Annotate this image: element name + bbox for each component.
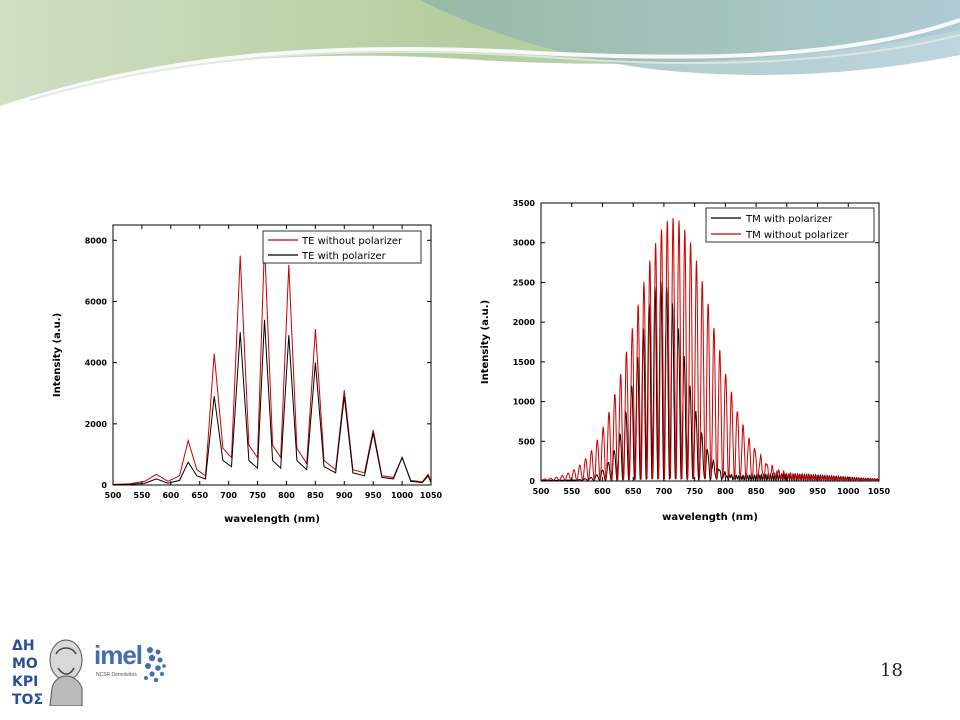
te-legend: TE without polarizer TE with polarizer bbox=[262, 230, 422, 264]
tm-y-tick-label: 2500 bbox=[513, 278, 536, 287]
tm-legend-label-1: TM without polarizer bbox=[745, 230, 849, 241]
te-y-tick-label: 2000 bbox=[85, 420, 108, 429]
te-x-tick-label: 800 bbox=[278, 491, 295, 500]
te-series-line-0 bbox=[112, 243, 432, 485]
te-x-tick-label: 950 bbox=[365, 491, 382, 500]
imel-dots-logo bbox=[144, 647, 166, 683]
tm-legend-box bbox=[705, 207, 875, 243]
svg-text:ΤΟΣ: ΤΟΣ bbox=[12, 692, 43, 706]
imel-logo-subtitle: NCSR Demokritos bbox=[96, 672, 137, 678]
tm-y-tick-label: 1500 bbox=[513, 358, 536, 367]
tm-y-tick-label: 3500 bbox=[513, 199, 536, 208]
svg-text:ΜΟ: ΜΟ bbox=[12, 656, 38, 672]
tm-y-tick-label: 1000 bbox=[513, 398, 536, 407]
tm-x-tick-label: 550 bbox=[563, 487, 580, 496]
tm-x-tick-label: 750 bbox=[686, 487, 703, 496]
tm-y-tick-label: 0 bbox=[529, 477, 535, 486]
te-x-axis-title: wavelength (nm) bbox=[224, 514, 320, 525]
tm-x-axis-title: wavelength (nm) bbox=[662, 512, 758, 523]
te-x-tick-label: 1050 bbox=[420, 491, 443, 500]
tm-x-tick-label: 950 bbox=[809, 487, 826, 496]
te-x-tick-label: 900 bbox=[336, 491, 353, 500]
te-y-tick-label: 8000 bbox=[85, 236, 108, 245]
tm-series-line-1 bbox=[540, 217, 880, 482]
tm-plot-area: 500 550 600 650 700 750 800 850 900 950 1000 1050 0… bbox=[513, 199, 891, 496]
tm-x-tick-label: 600 bbox=[594, 487, 611, 496]
te-legend-label-0: TE without polarizer bbox=[301, 236, 403, 247]
te-series-line-1 bbox=[112, 319, 432, 486]
tm-x-tick-label: 1050 bbox=[868, 487, 891, 496]
banner-wave-light bbox=[0, 18, 960, 110]
header-banner bbox=[0, 0, 960, 110]
tm-x-tick-label: 800 bbox=[717, 487, 734, 496]
tm-y-tick-label: 2000 bbox=[513, 318, 536, 327]
svg-text:ΔΗ: ΔΗ bbox=[12, 638, 35, 654]
te-x-tick-label: 850 bbox=[307, 491, 324, 500]
te-x-tick-label: 1000 bbox=[391, 491, 414, 500]
tm-x-tick-label: 650 bbox=[625, 487, 642, 496]
te-y-tick-label: 0 bbox=[101, 481, 107, 490]
tm-series-line-0 bbox=[541, 281, 880, 483]
tm-legend: TM with polarizer TM without polarizer bbox=[705, 207, 875, 243]
tm-x-tick-label: 900 bbox=[778, 487, 795, 496]
page-number: 18 bbox=[880, 660, 903, 681]
te-x-tick-label: 550 bbox=[134, 491, 151, 500]
te-plot-area: 500 550 600 650 700 750 800 850 900 950 1000 1050 0… bbox=[85, 224, 443, 500]
te-x-tick-label: 750 bbox=[249, 491, 266, 500]
tm-x-tick-label: 500 bbox=[533, 487, 550, 496]
tm-plot-frame bbox=[540, 202, 880, 482]
tm-x-tick-label: 850 bbox=[748, 487, 765, 496]
te-x-tick-label: 650 bbox=[191, 491, 208, 500]
te-y-tick-label: 4000 bbox=[85, 359, 108, 368]
te-y-tick-label: 6000 bbox=[85, 297, 108, 306]
te-x-tick-label: 500 bbox=[105, 491, 122, 500]
tm-legend-label-0: TM with polarizer bbox=[745, 214, 833, 225]
te-plot-frame bbox=[112, 224, 432, 486]
te-legend-box bbox=[262, 230, 422, 264]
tm-x-tick-label: 1000 bbox=[837, 487, 860, 496]
svg-text:ΚΡΙ: ΚΡΙ bbox=[12, 674, 38, 690]
te-x-tick-label: 600 bbox=[162, 491, 179, 500]
te-x-tick-label: 700 bbox=[220, 491, 237, 500]
imel-logo-text: imel bbox=[94, 640, 143, 670]
tm-x-tick-label: 700 bbox=[656, 487, 673, 496]
te-legend-label-1: TE with polarizer bbox=[301, 251, 387, 262]
tm-y-axis-title: Intensity (a.u.) bbox=[480, 300, 491, 384]
banner-wave-line bbox=[29, 34, 960, 101]
tm-y-tick-label: 3000 bbox=[513, 239, 536, 248]
te-y-axis-title: Intensity (a.u.) bbox=[52, 313, 63, 397]
demokritos-portrait-logo: ΔΗ ΜΟ ΚΡΙ ΤΟΣ bbox=[8, 628, 86, 706]
tm-y-tick-label: 500 bbox=[518, 437, 535, 446]
